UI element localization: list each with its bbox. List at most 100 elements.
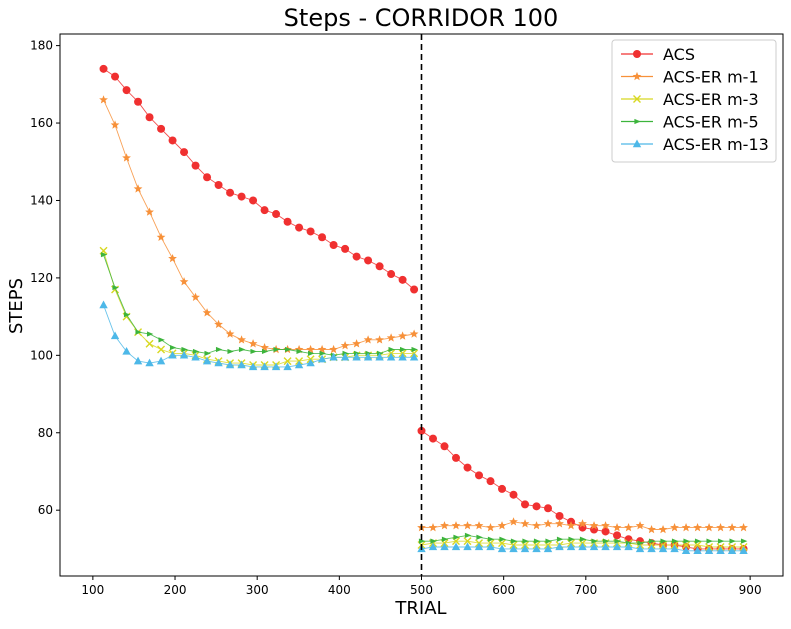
- data-point: [100, 252, 108, 258]
- marker-shape: [179, 277, 189, 286]
- data-point: [704, 546, 714, 555]
- marker-shape: [543, 519, 553, 528]
- data-point: [739, 523, 748, 532]
- data-point: [375, 262, 384, 271]
- data-point: [283, 357, 292, 366]
- data-point: [202, 356, 212, 365]
- data-point: [260, 362, 269, 371]
- data-point: [440, 442, 449, 451]
- marker-shape: [398, 331, 407, 340]
- marker-shape: [555, 519, 564, 528]
- legend-label: ACS-ER m-13: [663, 135, 769, 154]
- marker-shape: [168, 136, 177, 145]
- marker-shape: [451, 521, 461, 530]
- marker-shape: [352, 352, 361, 361]
- marker-shape: [428, 523, 438, 532]
- marker-shape: [111, 72, 120, 81]
- marker-shape: [418, 538, 426, 544]
- marker-shape: [284, 346, 292, 353]
- marker-shape: [727, 546, 737, 555]
- legend-swatch-marker: [633, 95, 641, 103]
- data-point: [498, 484, 507, 493]
- marker-shape: [329, 344, 338, 354]
- marker-shape: [122, 153, 131, 162]
- marker-shape: [156, 356, 166, 365]
- series-5: [99, 300, 748, 555]
- marker-shape: [486, 523, 495, 532]
- legend-box: [611, 39, 777, 163]
- marker-shape: [591, 538, 598, 544]
- marker-shape: [214, 358, 223, 367]
- data-point: [522, 538, 529, 544]
- y-tick-label: 100: [30, 348, 53, 362]
- data-point: [440, 542, 449, 551]
- marker-shape: [612, 542, 622, 551]
- data-point: [145, 358, 154, 367]
- series-line-segment: [103, 254, 415, 356]
- data-point: [225, 329, 235, 338]
- marker-shape: [509, 544, 518, 553]
- data-point: [520, 519, 530, 528]
- data-point: [543, 519, 553, 528]
- data-point: [429, 434, 438, 443]
- series-line-segment: [103, 250, 415, 366]
- legend-label: ACS-ER m-1: [663, 68, 759, 87]
- data-point: [400, 346, 407, 353]
- data-point: [340, 341, 350, 350]
- marker-shape: [191, 352, 200, 361]
- data-point: [474, 521, 484, 530]
- marker-shape: [453, 534, 460, 540]
- data-point: [544, 504, 553, 513]
- marker-shape: [318, 233, 327, 242]
- marker-shape: [191, 292, 200, 301]
- marker-shape: [694, 538, 702, 544]
- data-point: [248, 339, 258, 348]
- data-point: [533, 538, 541, 544]
- marker-shape: [647, 524, 656, 534]
- marker-shape: [215, 346, 223, 353]
- marker-shape: [400, 346, 407, 353]
- data-point: [670, 544, 679, 553]
- data-point: [694, 538, 702, 544]
- marker-shape: [451, 542, 461, 551]
- data-point: [111, 72, 120, 81]
- marker-shape: [613, 531, 622, 540]
- data-point: [430, 538, 437, 544]
- marker-shape: [441, 536, 449, 542]
- marker-shape: [340, 341, 350, 350]
- marker-shape: [168, 350, 177, 359]
- data-point: [375, 352, 384, 361]
- data-point: [329, 240, 338, 249]
- data-point: [411, 346, 418, 353]
- marker-shape: [729, 538, 736, 544]
- marker-shape: [717, 538, 725, 544]
- data-point: [409, 329, 419, 338]
- data-point: [740, 538, 748, 544]
- data-point: [497, 544, 507, 553]
- data-point: [249, 196, 258, 205]
- data-point: [487, 536, 495, 542]
- marker-shape: [202, 356, 212, 365]
- data-point: [671, 538, 679, 544]
- data-point: [156, 232, 166, 241]
- data-point: [474, 542, 484, 551]
- data-point: [145, 339, 154, 348]
- marker-shape: [340, 352, 350, 361]
- marker-shape: [238, 346, 246, 353]
- marker-shape: [648, 538, 656, 544]
- data-point: [417, 426, 426, 435]
- marker-shape: [180, 148, 189, 157]
- data-point: [566, 521, 576, 530]
- data-point: [624, 523, 633, 532]
- data-point: [398, 275, 407, 284]
- marker-shape: [634, 118, 641, 125]
- marker-shape: [681, 546, 691, 555]
- plot-area: 100 200 300 400 500 600 700 800 900 60 80 100 120 140…: [30, 33, 784, 597]
- marker-shape: [624, 542, 633, 551]
- marker-shape: [294, 344, 304, 354]
- data-point: [578, 519, 587, 528]
- marker-shape: [202, 308, 212, 317]
- data-point: [306, 358, 315, 367]
- data-point: [112, 284, 119, 291]
- marker-shape: [555, 511, 564, 520]
